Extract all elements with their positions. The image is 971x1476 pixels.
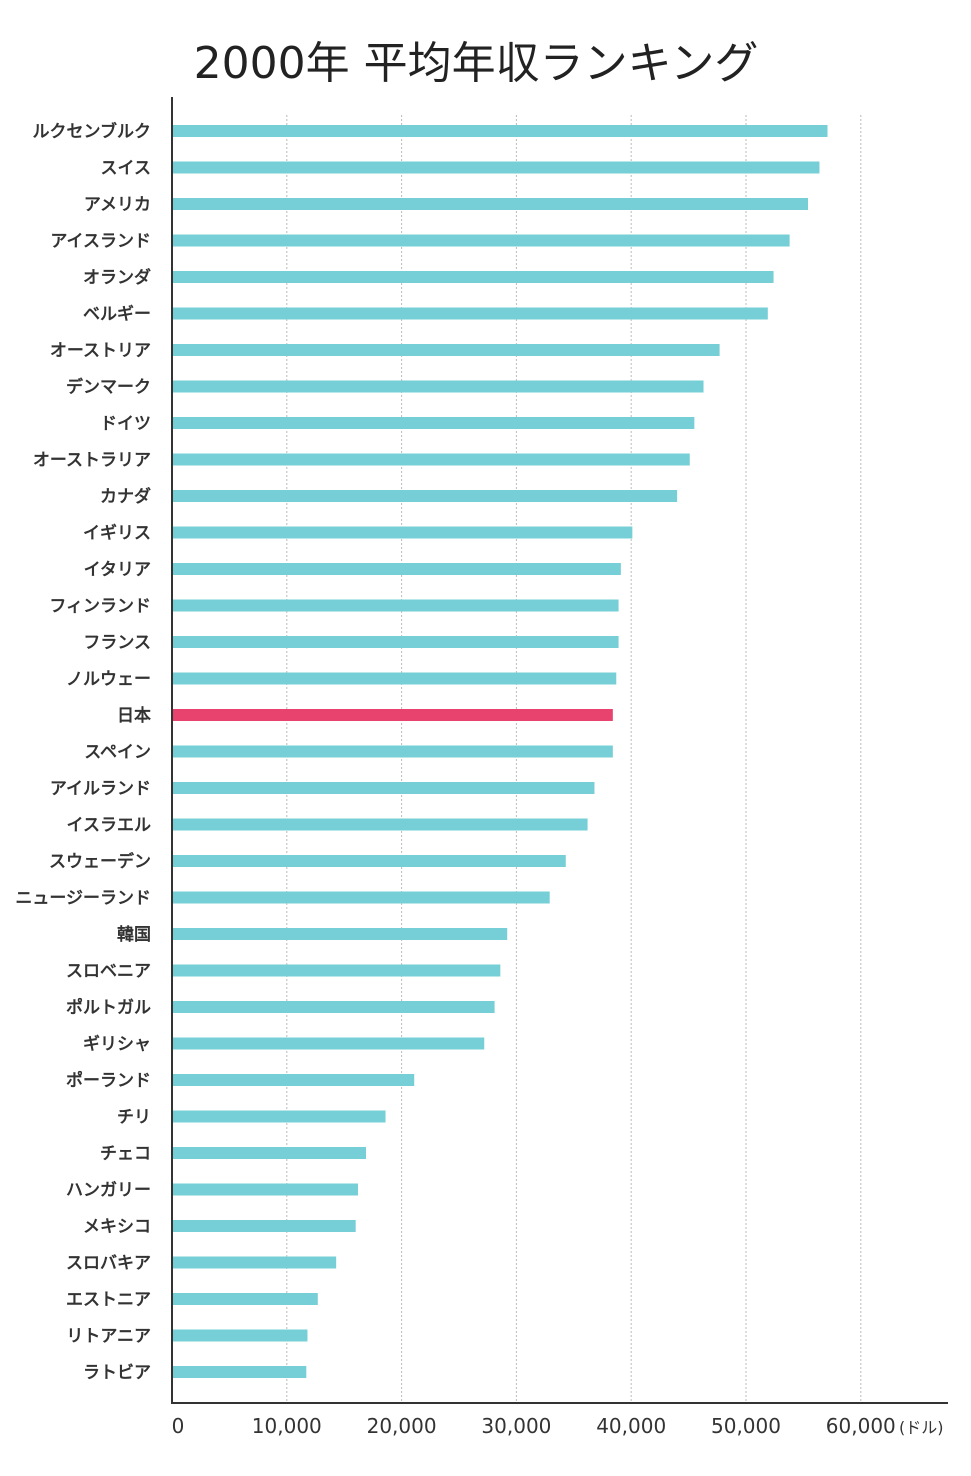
category-label: オランダ — [83, 267, 151, 288]
bar — [173, 161, 820, 174]
bar — [173, 453, 690, 466]
bar — [173, 1293, 318, 1305]
category-label: アイルランド — [50, 779, 151, 799]
x-tick-label: 30,000 — [481, 1414, 551, 1438]
category-label: ポーランド — [66, 1070, 151, 1091]
bar — [173, 782, 595, 794]
category-label: ラトビア — [83, 1363, 151, 1383]
category-label: カナダ — [100, 486, 151, 507]
x-tick-label: 20,000 — [367, 1414, 437, 1438]
category-label: ハンガリー — [66, 1181, 151, 1201]
category-label: スペイン — [84, 743, 151, 763]
bar — [173, 1220, 356, 1232]
category-label: リトアニア — [66, 1327, 151, 1347]
chart-title: 2000年 平均年収ランキング — [194, 38, 759, 89]
category-label: 韓国 — [117, 924, 151, 945]
x-tick-label: 40,000 — [596, 1414, 666, 1438]
bar — [173, 1001, 495, 1013]
bar — [173, 891, 550, 904]
bar — [173, 526, 633, 539]
category-label: イスラエル — [67, 816, 152, 836]
category-label: オーストラリア — [33, 451, 151, 471]
category-label: イギリス — [83, 524, 151, 544]
category-label: ルクセンブルク — [33, 121, 152, 142]
category-label: スロバキア — [66, 1254, 151, 1274]
category-label: 日本 — [117, 705, 151, 726]
category-label: アメリカ — [84, 195, 151, 215]
bar — [173, 672, 617, 685]
bar — [173, 490, 678, 502]
category-label: ベルギー — [83, 305, 151, 325]
category-label: ポルトガル — [66, 997, 151, 1018]
category-label: ノルウェー — [66, 670, 151, 690]
bar — [173, 307, 768, 320]
category-label: スイス — [101, 159, 152, 179]
category-label: チリ — [117, 1108, 151, 1128]
bar — [173, 1147, 367, 1159]
bar — [173, 855, 566, 867]
bar — [173, 709, 613, 721]
x-tick-label: 10,000 — [252, 1414, 322, 1438]
category-label: ドイツ — [100, 414, 151, 434]
category-label: イタリア — [84, 560, 151, 580]
bar — [173, 1183, 358, 1196]
bar — [173, 1037, 485, 1050]
bar — [173, 818, 588, 831]
category-label: フィンランド — [49, 597, 151, 617]
x-tick-label: 50,000 — [711, 1414, 781, 1438]
bar — [173, 417, 695, 429]
x-tick-label: 0 — [172, 1414, 185, 1438]
bar — [173, 599, 619, 612]
bar — [173, 964, 501, 977]
bar — [173, 271, 774, 283]
bar — [173, 125, 828, 137]
bar — [173, 1366, 307, 1378]
bar — [173, 380, 704, 393]
bar — [173, 344, 720, 356]
category-label: フランス — [83, 633, 151, 653]
bar — [173, 745, 613, 758]
category-label: デンマーク — [66, 377, 151, 398]
bar — [173, 198, 808, 210]
category-label: メキシコ — [83, 1217, 151, 1237]
category-label: ギリシャ — [83, 1035, 151, 1055]
x-axis-unit: (ドル) — [899, 1418, 944, 1437]
bar — [173, 234, 790, 247]
category-label: チェコ — [100, 1144, 151, 1164]
bar — [173, 1110, 386, 1123]
x-tick-label: 60,000 — [826, 1414, 896, 1438]
bar — [173, 1074, 415, 1086]
category-label: アイスランド — [50, 232, 151, 252]
bar — [173, 636, 619, 648]
category-label: オーストリア — [50, 341, 151, 361]
category-label: エストニア — [66, 1290, 151, 1310]
bar — [173, 928, 508, 940]
category-label: スウェーデン — [49, 851, 151, 872]
bar — [173, 1329, 308, 1342]
bar — [173, 563, 621, 575]
category-label: ニュージーランド — [15, 889, 151, 909]
category-label: スロベニア — [66, 962, 151, 982]
bar — [173, 1256, 337, 1269]
